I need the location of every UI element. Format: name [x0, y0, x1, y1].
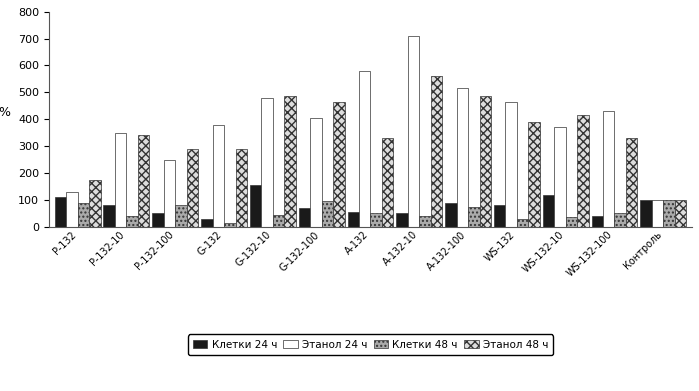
Bar	[224, 223, 236, 227]
Bar	[359, 71, 370, 227]
Bar	[603, 111, 614, 227]
Bar	[505, 102, 517, 227]
Bar	[370, 213, 382, 227]
Bar	[66, 192, 78, 227]
Bar	[236, 149, 247, 227]
Bar	[480, 97, 491, 227]
Bar	[250, 185, 261, 227]
Bar	[89, 180, 101, 227]
Bar	[651, 200, 663, 227]
Bar	[517, 219, 528, 227]
Bar	[310, 118, 322, 227]
Bar	[322, 201, 333, 227]
Bar	[164, 160, 175, 227]
Bar	[382, 138, 394, 227]
Bar	[212, 125, 224, 227]
Bar	[419, 216, 431, 227]
Bar	[298, 208, 310, 227]
Bar	[78, 203, 89, 227]
Legend: Клетки 24 ч, Этанол 24 ч, Клетки 48 ч, Этанол 48 ч: Клетки 24 ч, Этанол 24 ч, Клетки 48 ч, Э…	[187, 334, 554, 355]
Bar	[614, 213, 626, 227]
Bar	[591, 216, 603, 227]
Bar	[152, 213, 164, 227]
Bar	[494, 205, 505, 227]
Bar	[528, 122, 540, 227]
Bar	[675, 200, 686, 227]
Bar	[468, 206, 480, 227]
Bar	[273, 215, 284, 227]
Bar	[333, 102, 345, 227]
Bar	[115, 133, 127, 227]
Bar	[187, 149, 199, 227]
Bar	[261, 98, 273, 227]
Bar	[103, 205, 115, 227]
Bar	[663, 200, 675, 227]
Bar	[347, 212, 359, 227]
Y-axis label: %: %	[0, 106, 10, 119]
Bar	[640, 200, 651, 227]
Bar	[431, 76, 442, 227]
Bar	[577, 115, 589, 227]
Bar	[542, 195, 554, 227]
Bar	[408, 36, 419, 227]
Bar	[175, 205, 187, 227]
Bar	[138, 135, 150, 227]
Bar	[55, 197, 66, 227]
Bar	[565, 217, 577, 227]
Bar	[201, 219, 212, 227]
Bar	[456, 88, 468, 227]
Bar	[284, 97, 296, 227]
Bar	[626, 138, 637, 227]
Bar	[127, 216, 138, 227]
Bar	[554, 127, 565, 227]
Bar	[445, 203, 456, 227]
Bar	[396, 213, 408, 227]
